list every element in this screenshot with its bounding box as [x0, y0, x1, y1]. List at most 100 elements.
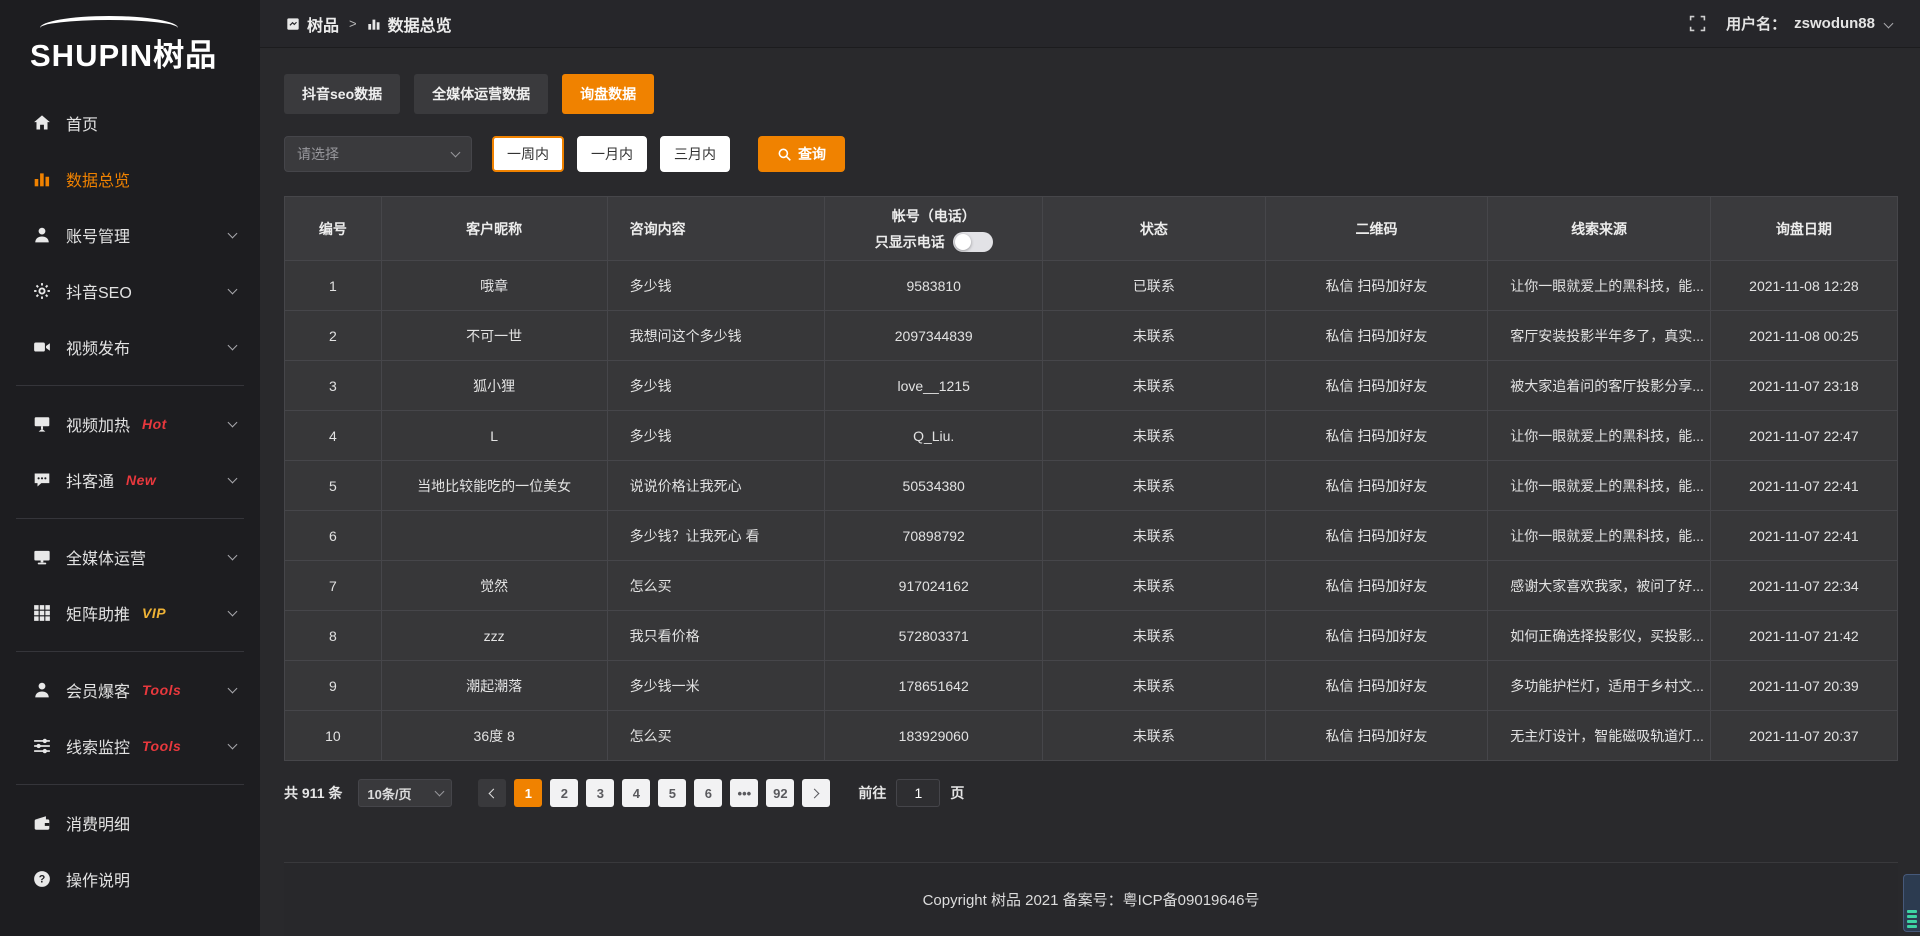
cell-status: 未联系: [1042, 710, 1266, 761]
sidebar-item-data-overview[interactable]: 数据总览: [0, 151, 260, 207]
col-account-title: 帐号（电话）: [891, 207, 976, 224]
breadcrumb-separator: >: [349, 16, 357, 31]
sidebar-item-account-management[interactable]: 账号管理: [0, 207, 260, 263]
cell-qr-link[interactable]: 私信 扫码加好友: [1264, 360, 1489, 411]
phone-only-toggle[interactable]: [952, 231, 993, 252]
chat-bubble-icon: [32, 470, 52, 490]
cell-source-link[interactable]: 感谢大家喜欢我家，被问了好...: [1487, 560, 1711, 611]
cell-qr-link[interactable]: 私信 扫码加好友: [1264, 610, 1489, 661]
sidebar-item-help[interactable]: ? 操作说明: [0, 851, 260, 907]
cell-qr-link[interactable]: 私信 扫码加好友: [1264, 310, 1489, 361]
cell-qr-link[interactable]: 私信 扫码加好友: [1264, 260, 1489, 311]
cell-nickname: 36度 8: [380, 710, 608, 761]
cell-source-link[interactable]: 无主灯设计，智能磁吸轨道灯...: [1487, 710, 1711, 761]
cell-source-link[interactable]: 让你一眼就爱上的黑科技，能...: [1487, 510, 1711, 561]
breadcrumb-root[interactable]: 树品: [307, 17, 340, 35]
sidebar-item-douyin-seo[interactable]: 抖音SEO: [0, 263, 260, 319]
cell-source-link[interactable]: 被大家追着问的客厅投影分享...: [1487, 360, 1711, 411]
cell-id: 2: [284, 310, 382, 361]
cell-qr-link[interactable]: 私信 扫码加好友: [1264, 410, 1489, 461]
cell-source-link[interactable]: 让你一眼就爱上的黑科技，能...: [1487, 410, 1711, 461]
fullscreen-icon[interactable]: [1689, 15, 1706, 32]
chevron-down-icon: [227, 228, 238, 238]
sidebar-item-consumption-detail[interactable]: 消费明细: [0, 795, 260, 851]
more-pages-button[interactable]: •••: [730, 779, 759, 807]
cell-status: 未联系: [1042, 660, 1266, 711]
table-body: 1 哦章 多少钱 9583810 已联系 私信 扫码加好友 让你一眼就爱上的黑科…: [284, 260, 1899, 761]
sidebar-item-video-heating[interactable]: 视频加热 Hot: [0, 396, 260, 452]
search-button[interactable]: 查询: [758, 136, 845, 172]
sidebar-item-label: 矩阵助推: [66, 607, 131, 624]
page-button-2[interactable]: 2: [550, 779, 579, 807]
cell-source-link[interactable]: 如何正确选择投影仪，买投影...: [1487, 610, 1711, 661]
cell-qr-link[interactable]: 私信 扫码加好友: [1264, 560, 1489, 611]
table-row: 5 当地比较能吃的一位美女 说说价格让我死心 50534380 未联系 私信 扫…: [284, 460, 1899, 511]
range-month-button[interactable]: 一月内: [577, 136, 647, 172]
sidebar-item-home[interactable]: 首页: [0, 95, 260, 151]
cell-date: 2021-11-08 00:25: [1709, 310, 1899, 361]
search-icon: [777, 147, 792, 162]
cell-id: 5: [284, 460, 382, 511]
sidebar-item-lead-monitor[interactable]: 线索监控 Tools: [0, 718, 260, 774]
cell-qr-link[interactable]: 私信 扫码加好友: [1264, 460, 1489, 511]
sidebar-item-member-baoke[interactable]: 会员爆客 Tools: [0, 662, 260, 718]
page-button-5[interactable]: 5: [658, 779, 687, 807]
cell-status: 未联系: [1042, 360, 1266, 411]
page-button-92[interactable]: 92: [766, 779, 795, 807]
page-button-1[interactable]: 1: [514, 779, 543, 807]
cell-qr-link[interactable]: 私信 扫码加好友: [1264, 510, 1489, 561]
table-row: 9 潮起潮落 多少钱一米 178651642 未联系 私信 扫码加好友 多功能护…: [284, 660, 1899, 711]
username-value: zswodun88: [1794, 15, 1875, 32]
cell-account: Q_Liu.: [824, 410, 1044, 461]
chevron-left-icon: [488, 788, 499, 798]
cell-nickname: 狐小狸: [380, 360, 608, 411]
cell-id: 7: [284, 560, 382, 611]
widget-bar: [1907, 915, 1917, 918]
tab-omnimedia-data[interactable]: 全媒体运营数据: [414, 74, 549, 114]
account-select[interactable]: 请选择: [284, 136, 472, 172]
goto-page-input[interactable]: [896, 779, 941, 807]
range-week-button[interactable]: 一周内: [492, 136, 564, 172]
user-menu[interactable]: 用户名： zswodun88: [1726, 13, 1894, 34]
cell-content: 多少钱: [606, 360, 826, 411]
cell-source-link[interactable]: 让你一眼就爱上的黑科技，能...: [1487, 260, 1711, 311]
widget-bar: [1907, 925, 1917, 928]
sidebar-item-label: 全媒体运营: [66, 551, 147, 568]
page-button-3[interactable]: 3: [586, 779, 615, 807]
cell-content: 多少钱: [606, 260, 826, 311]
page-button-6[interactable]: 6: [694, 779, 723, 807]
sidebar-item-label: 抖客通: [66, 474, 115, 491]
goto-label: 前往: [858, 785, 887, 801]
cell-source-link[interactable]: 多功能护栏灯，适用于乡村文...: [1487, 660, 1711, 711]
cell-status: 未联系: [1042, 610, 1266, 661]
sidebar-item-douketong[interactable]: 抖客通 New: [0, 452, 260, 508]
cell-status: 未联系: [1042, 560, 1266, 611]
cell-source-link[interactable]: 让你一眼就爱上的黑科技，能...: [1487, 460, 1711, 511]
cell-content: 怎么买: [606, 560, 826, 611]
cell-nickname: 觉然: [380, 560, 608, 611]
page-size-value: 10条/页: [367, 786, 412, 802]
floating-widget[interactable]: [1903, 874, 1920, 932]
tab-douyin-seo-data[interactable]: 抖音seo数据: [284, 74, 401, 114]
filter-bar: 请选择 一周内 一月内 三月内 查询: [284, 136, 1898, 172]
next-page-button[interactable]: [802, 779, 831, 807]
sidebar-item-matrix-boost[interactable]: 矩阵助推 VIP: [0, 585, 260, 641]
cell-source-link[interactable]: 客厅安装投影半年多了，真实...: [1487, 310, 1711, 361]
table-row: 8 zzz 我只看价格 572803371 未联系 私信 扫码加好友 如何正确选…: [284, 610, 1899, 661]
sidebar-item-label: 视频发布: [66, 341, 131, 358]
gear-icon: [32, 281, 52, 301]
divider: [16, 518, 244, 519]
sidebar-item-video-publish[interactable]: 视频发布: [0, 319, 260, 375]
sidebar-item-omnimedia[interactable]: 全媒体运营: [0, 529, 260, 585]
prev-page-button[interactable]: [478, 779, 507, 807]
range-quarter-button[interactable]: 三月内: [660, 136, 730, 172]
tab-inquiry-data[interactable]: 询盘数据: [562, 74, 655, 114]
page-button-4[interactable]: 4: [622, 779, 651, 807]
cell-qr-link[interactable]: 私信 扫码加好友: [1264, 660, 1489, 711]
main-area: 树品 > 数据总览 用户名： zswodun88 抖音seo数据: [260, 0, 1920, 936]
page-size-select[interactable]: 10条/页: [358, 779, 453, 807]
cell-qr-link[interactable]: 私信 扫码加好友: [1264, 710, 1489, 761]
sidebar-item-label: 抖音SEO: [66, 285, 132, 302]
divider: [16, 784, 244, 785]
